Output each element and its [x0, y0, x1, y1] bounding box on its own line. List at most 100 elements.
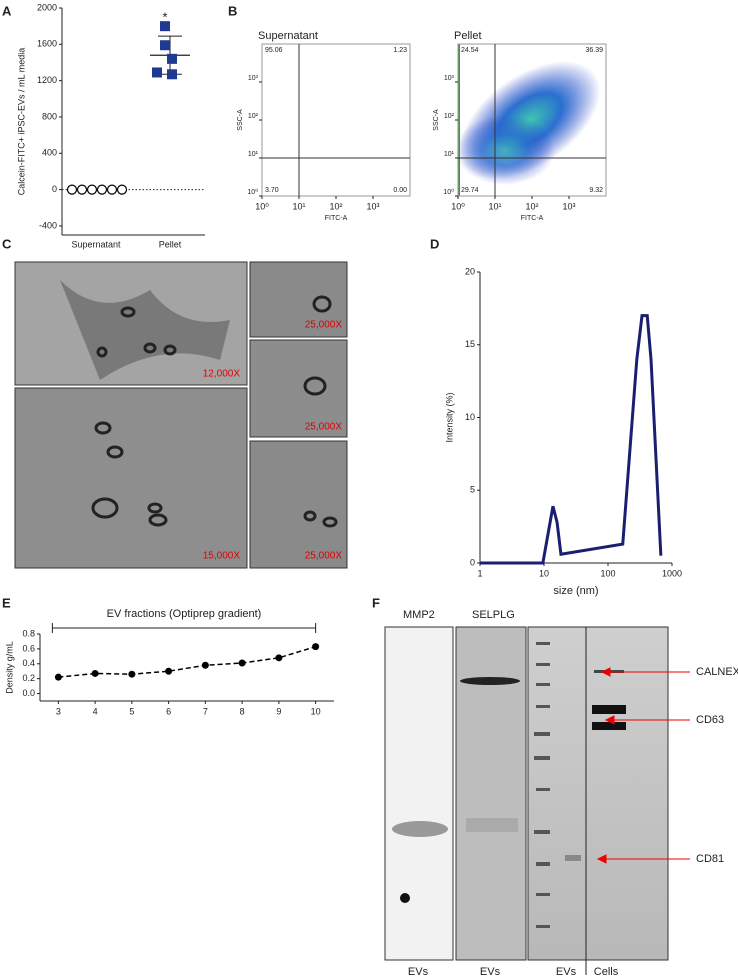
panel-label: A — [2, 3, 12, 18]
x-axis-label: FITC-A — [521, 215, 544, 222]
marker-label: CD63 — [696, 714, 724, 726]
x-tick-label: 10⁰ — [255, 201, 269, 211]
band — [460, 677, 520, 685]
data-point — [165, 667, 173, 675]
micrograph — [14, 387, 248, 569]
flow-density — [455, 44, 601, 196]
y-axis-label: Intensity (%) — [444, 392, 454, 442]
ladder — [534, 642, 550, 928]
marker-label: CD81 — [696, 853, 724, 865]
plot-frame — [261, 43, 411, 197]
y-tick-label: 800 — [42, 111, 57, 121]
x-tick-label: 3 — [56, 706, 61, 716]
y-axis-label: Calcein-FITC+ iPSC-EVs / mL media — [16, 48, 26, 195]
x-axis-label: FITC-A — [325, 215, 348, 222]
x-tick-label: 5 — [129, 706, 134, 716]
x-tick-label: 10¹ — [292, 201, 305, 211]
band — [592, 722, 626, 730]
data-point — [167, 69, 177, 80]
x-tick-label: 10³ — [366, 201, 379, 211]
y-tick-label: 10¹ — [444, 151, 455, 158]
x-tick-label: 4 — [93, 706, 98, 716]
chart-title: Supernatant — [258, 30, 318, 42]
x-axis-label: size (nm) — [553, 585, 598, 597]
data-point — [106, 184, 118, 195]
data-point — [167, 53, 177, 64]
y-tick-label: 10³ — [444, 75, 455, 82]
blots: MMP2 SELPLG EVs EVs EVs Cells CALNEXIN C… — [384, 609, 738, 978]
significance: * — [162, 9, 167, 24]
x-tick-label: 10² — [525, 201, 538, 211]
lane-label: Cells — [594, 966, 619, 978]
x-tick-label: Supernatant — [71, 239, 121, 249]
micrograph — [249, 261, 348, 338]
y-tick-label: 1600 — [37, 39, 57, 49]
panel-label: F — [372, 595, 380, 610]
data-point — [86, 184, 98, 195]
y-tick-label: 0.2 — [22, 673, 35, 683]
band — [400, 893, 410, 903]
data-point — [116, 184, 128, 195]
data-line — [480, 314, 663, 565]
y-tick-label: 15 — [465, 339, 475, 349]
y-tick-label: 0 — [470, 557, 475, 567]
quadrant-value: 9.32 — [589, 187, 603, 194]
data-point — [128, 670, 136, 678]
band — [466, 818, 518, 832]
band — [392, 821, 448, 837]
y-tick-label: 0.0 — [22, 688, 35, 698]
x-tick-label: 7 — [203, 706, 208, 716]
magnification: 25,000X — [305, 551, 343, 562]
x-tick-label: 6 — [166, 706, 171, 716]
y-tick-label: 5 — [470, 485, 475, 495]
y-axis-label: SSC-A — [237, 109, 244, 131]
density-cloud — [455, 115, 555, 185]
y-tick-label: 10² — [444, 113, 455, 120]
quadrant-value: 3.70 — [265, 187, 279, 194]
blot — [455, 626, 527, 961]
quadrant-value: 29.74 — [461, 187, 479, 194]
x-tick-label: Pellet — [159, 239, 182, 249]
panel-label: D — [430, 236, 439, 251]
magnification: 25,000X — [305, 422, 343, 433]
band — [565, 855, 581, 861]
y-tick-label: 10⁰ — [247, 188, 258, 196]
y-tick-label: 400 — [42, 148, 57, 158]
micrograph — [249, 440, 348, 569]
micrograph — [249, 339, 348, 438]
quadrant-value: 1.23 — [393, 47, 407, 54]
lane-label: EVs — [408, 966, 429, 978]
y-tick-label: 10² — [248, 113, 259, 120]
data-point — [66, 184, 78, 195]
data-point — [312, 643, 320, 651]
annotation: EV fractions (Optiprep gradient) — [107, 608, 262, 620]
data-point — [160, 21, 170, 32]
x-tick-label: 9 — [276, 706, 281, 716]
panel-letters: A B C D E F — [2, 3, 439, 610]
y-tick-label: 0 — [52, 184, 57, 194]
quadrant-value: 0.00 — [393, 187, 407, 194]
x-tick-label: 10² — [329, 201, 342, 211]
x-tick-label: 10 — [311, 706, 321, 716]
data-point — [160, 40, 170, 51]
data-point — [201, 661, 209, 669]
chart-title: Pellet — [454, 30, 482, 42]
quadrant-value: 24.54 — [461, 47, 479, 54]
bracket — [51, 623, 317, 633]
quadrant-value: 95.06 — [265, 47, 283, 54]
blot-title: MMP2 — [403, 609, 435, 621]
quadrant-value: 36.39 — [585, 47, 603, 54]
panel-label: B — [228, 3, 237, 18]
x-tick-label: 8 — [240, 706, 245, 716]
x-tick-label: 10³ — [562, 201, 575, 211]
x-tick-label: 10⁰ — [451, 201, 465, 211]
x-tick-label: 100 — [600, 568, 615, 578]
blot — [527, 626, 669, 961]
y-tick-label: 10⁰ — [443, 188, 454, 196]
y-tick-label: 0.8 — [22, 628, 35, 638]
vesicles — [91, 295, 338, 528]
band — [592, 705, 626, 714]
x-tick-label: 10¹ — [488, 201, 501, 211]
lane-label: EVs — [480, 966, 501, 978]
